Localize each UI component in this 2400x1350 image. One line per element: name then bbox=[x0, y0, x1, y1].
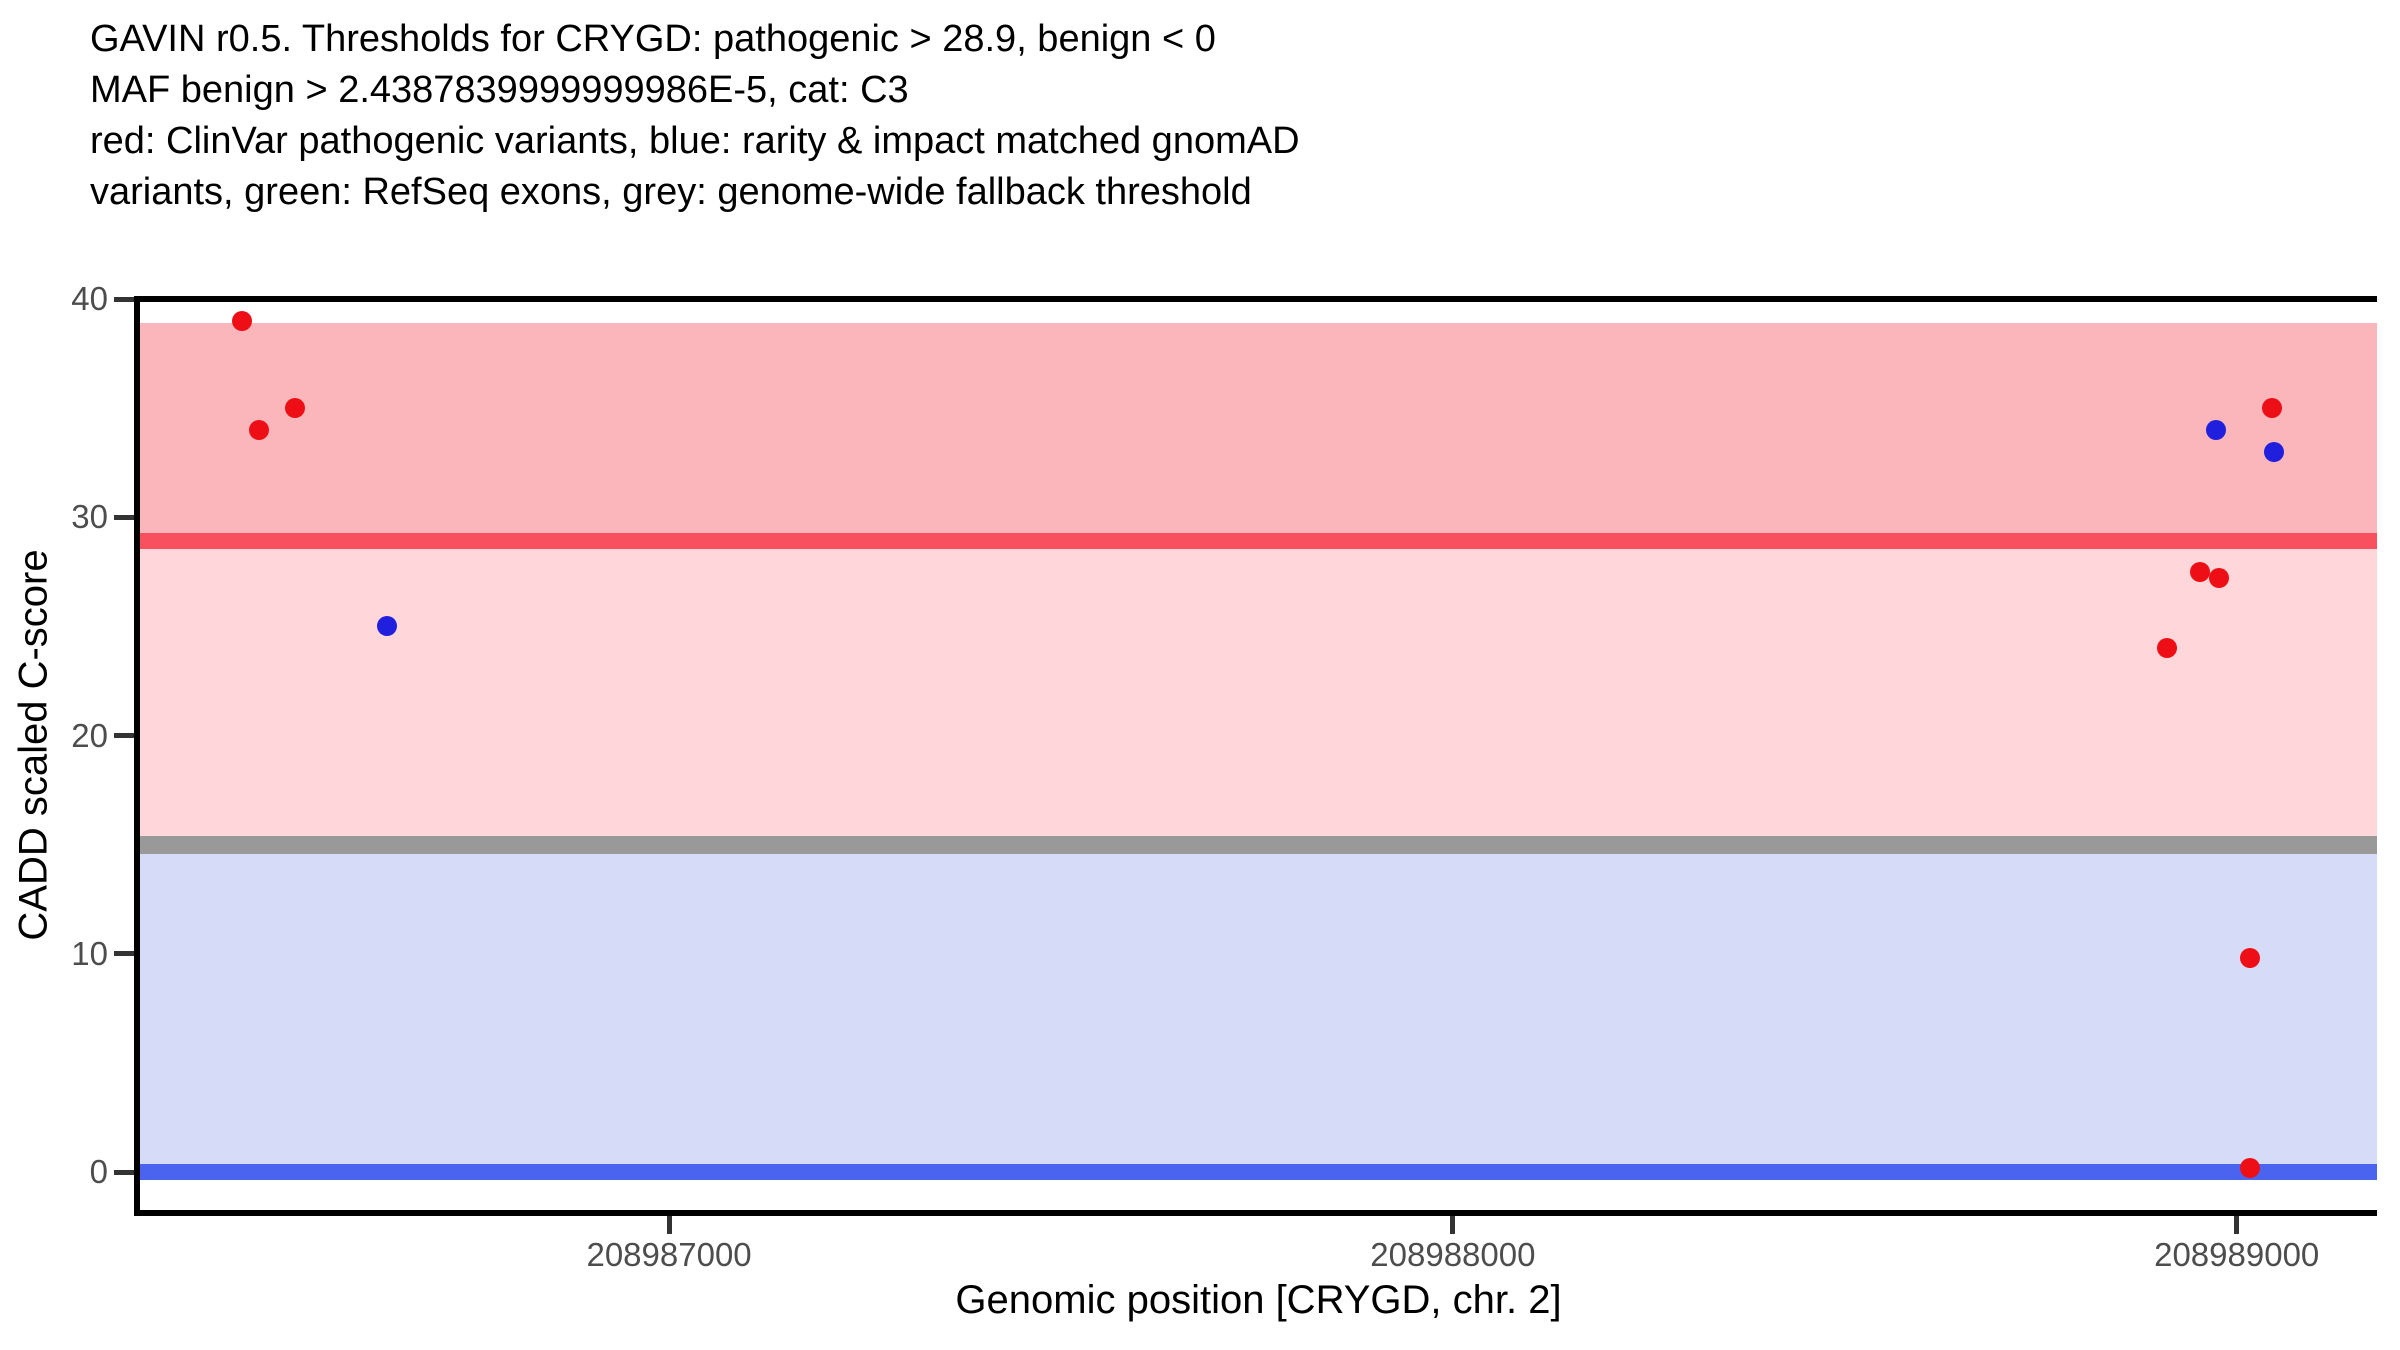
clinvar-pathogenic-variant-point bbox=[249, 419, 270, 440]
title-line-1: GAVIN r0.5. Thresholds for CRYGD: pathog… bbox=[90, 18, 1216, 60]
x-tick-label: 208987000 bbox=[586, 1236, 752, 1273]
pathogenic-band bbox=[140, 323, 2377, 542]
benign-band bbox=[140, 844, 2377, 1173]
clinvar-pathogenic-variant-point bbox=[285, 398, 306, 419]
y-tick-label: 10 bbox=[71, 934, 108, 972]
clinvar-pathogenic-variant-point bbox=[231, 310, 252, 331]
title-line-4: variants, green: RefSeq exons, grey: gen… bbox=[90, 171, 1252, 213]
x-tick-mark bbox=[1450, 1216, 1456, 1234]
y-tick-label: 30 bbox=[71, 498, 108, 536]
y-tick-mark bbox=[114, 296, 134, 302]
clinvar-pathogenic-variant-point bbox=[2261, 398, 2282, 419]
gnomad-matched-variant-point bbox=[376, 616, 397, 637]
y-tick-label: 20 bbox=[71, 716, 108, 754]
y-tick-mark bbox=[114, 951, 134, 957]
y-tick-mark bbox=[114, 514, 134, 520]
gnomad-matched-variant-point bbox=[2264, 441, 2285, 462]
pathogenic-threshold bbox=[140, 533, 2377, 550]
x-tick-mark bbox=[666, 1216, 672, 1234]
x-tick-mark bbox=[2234, 1216, 2240, 1234]
y-tick-label: 40 bbox=[71, 280, 108, 317]
title-line-2: MAF benign > 2.4387839999999986E-5, cat:… bbox=[90, 69, 909, 111]
x-axis-label: Genomic position [CRYGD, chr. 2] bbox=[955, 1278, 1562, 1322]
title-line-3: red: ClinVar pathogenic variants, blue: … bbox=[90, 120, 1300, 162]
clinvar-pathogenic-variant-point bbox=[2240, 1157, 2261, 1178]
benign-threshold bbox=[140, 1164, 2377, 1181]
clinvar-pathogenic-variant-point bbox=[2240, 948, 2261, 969]
panel-top-border bbox=[140, 296, 2377, 302]
y-tick-mark bbox=[114, 733, 134, 739]
y-tick-label: 0 bbox=[89, 1153, 108, 1191]
genome-wide-fallback-threshold bbox=[140, 835, 2377, 854]
plot-panel bbox=[140, 299, 2377, 1213]
x-tick-label: 208989000 bbox=[2154, 1236, 2320, 1273]
y-axis-line bbox=[134, 296, 140, 1216]
gnomad-matched-variant-point bbox=[2206, 419, 2227, 440]
intermediate-band bbox=[140, 541, 2377, 845]
x-axis-line bbox=[134, 1210, 2377, 1216]
plot-title: GAVIN r0.5. Thresholds for CRYGD: pathog… bbox=[90, 14, 1300, 218]
clinvar-pathogenic-variant-point bbox=[2156, 638, 2177, 659]
y-tick-mark bbox=[114, 1169, 134, 1175]
clinvar-pathogenic-variant-point bbox=[2208, 568, 2229, 589]
y-axis-label: CADD scaled C-score bbox=[11, 549, 56, 941]
x-tick-label: 208988000 bbox=[1370, 1236, 1536, 1273]
clinvar-pathogenic-variant-point bbox=[2189, 561, 2210, 582]
